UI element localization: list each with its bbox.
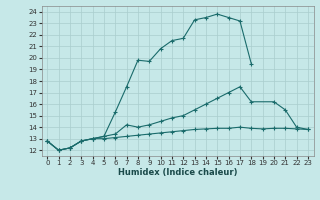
X-axis label: Humidex (Indice chaleur): Humidex (Indice chaleur) xyxy=(118,168,237,177)
